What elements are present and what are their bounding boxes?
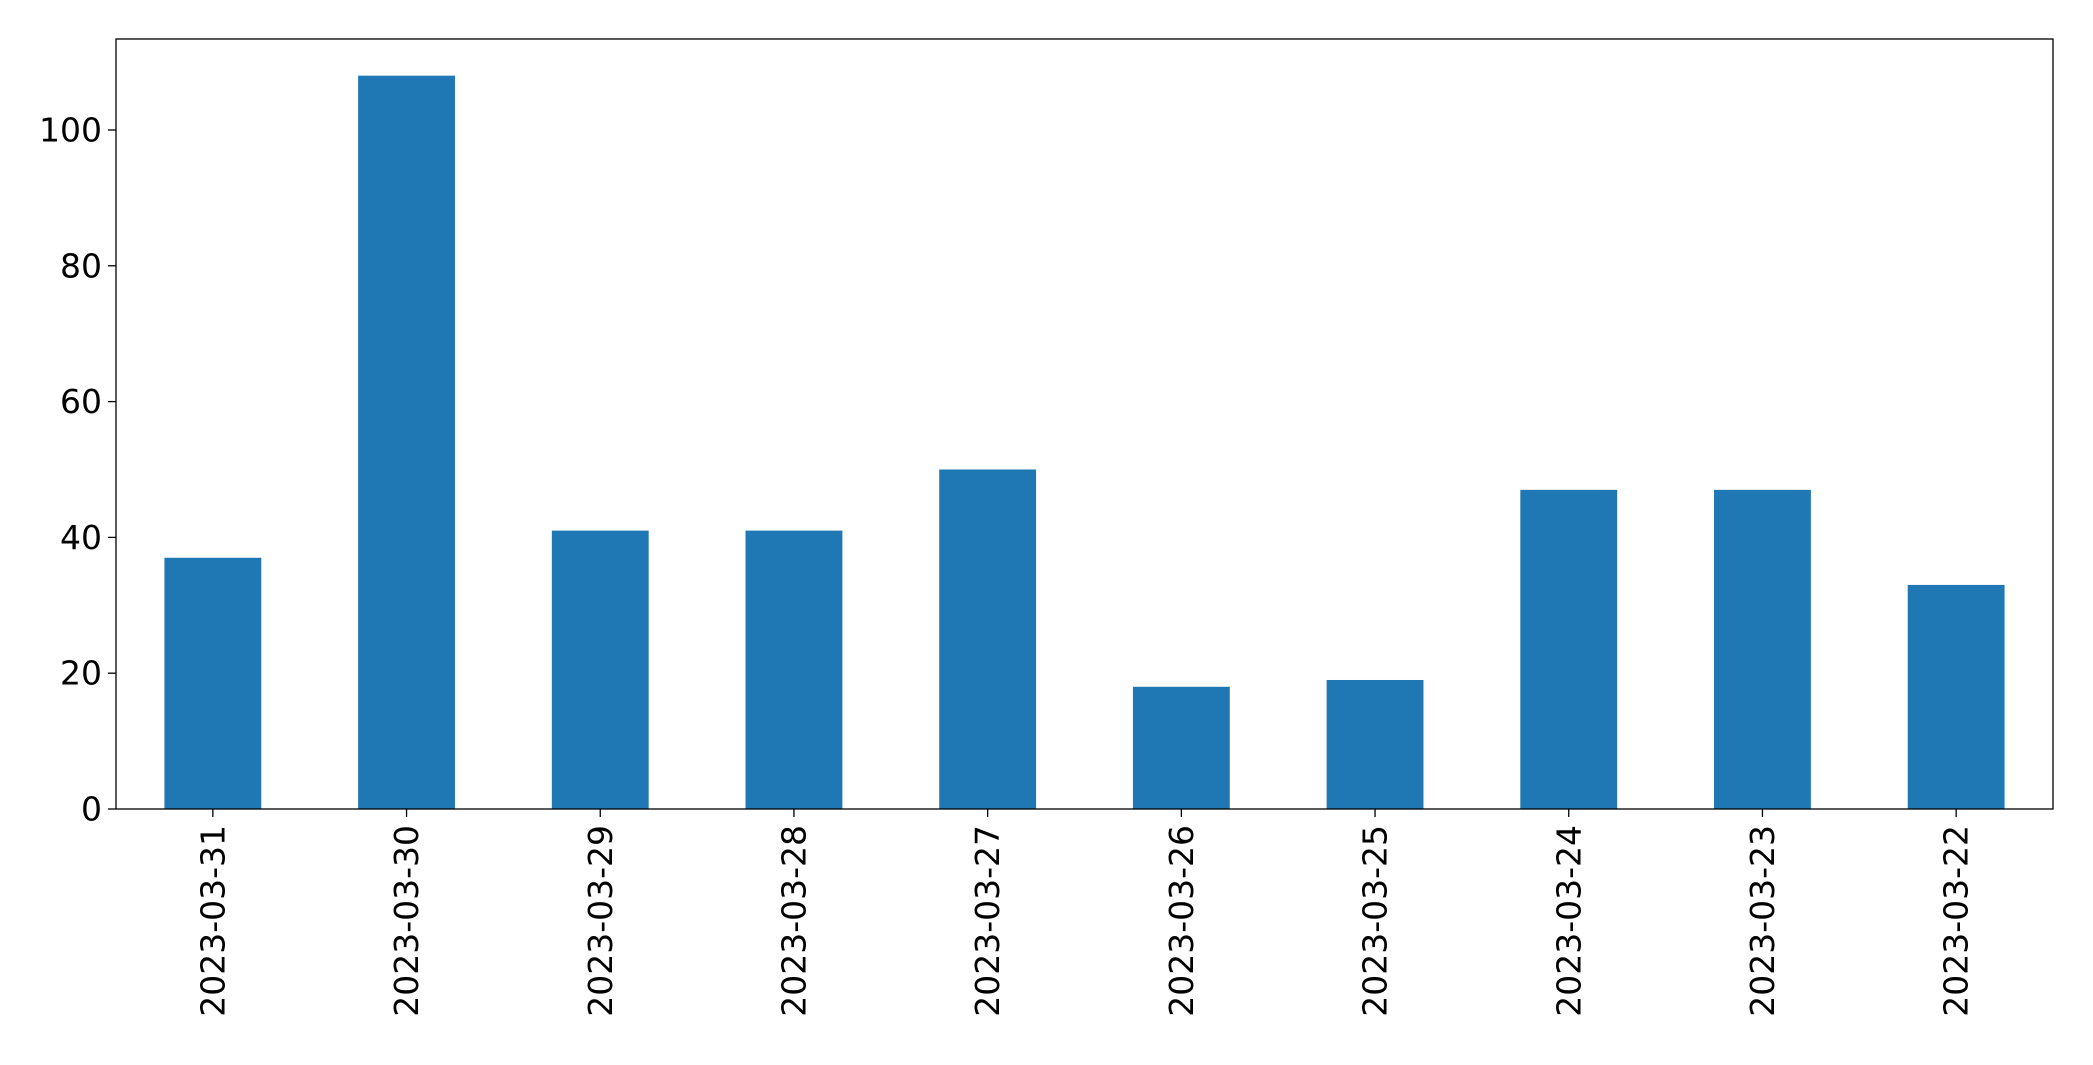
bar	[164, 557, 262, 809]
x-tick-label: 2023-03-31	[193, 825, 232, 1017]
x-tick-label: 2023-03-29	[581, 825, 620, 1017]
x-tick-label: 2023-03-24	[1549, 825, 1588, 1017]
y-tick-label: 20	[60, 654, 102, 693]
x-tick-label: 2023-03-22	[1937, 825, 1976, 1017]
x-tick-label: 2023-03-28	[774, 825, 813, 1017]
bar	[745, 530, 843, 809]
x-tick-label: 2023-03-26	[1162, 825, 1201, 1017]
x-tick-label: 2023-03-25	[1356, 825, 1395, 1017]
bar	[1907, 584, 2005, 809]
y-tick-label: 80	[60, 246, 102, 285]
bar	[1520, 489, 1618, 809]
y-tick-label: 40	[60, 518, 102, 557]
x-tick-label: 2023-03-27	[968, 825, 1007, 1017]
bar	[1132, 686, 1230, 809]
y-tick-label: 0	[81, 790, 102, 829]
y-tick-label: 100	[39, 110, 102, 149]
x-tick-label: 2023-03-30	[387, 825, 426, 1017]
bar	[358, 75, 455, 809]
bar	[551, 530, 649, 809]
plot-frame	[115, 38, 2054, 810]
bar	[939, 469, 1037, 809]
x-tick-label: 2023-03-23	[1743, 825, 1782, 1017]
bar	[1714, 489, 1811, 809]
bar	[1326, 679, 1424, 809]
y-tick-label: 60	[60, 382, 102, 421]
